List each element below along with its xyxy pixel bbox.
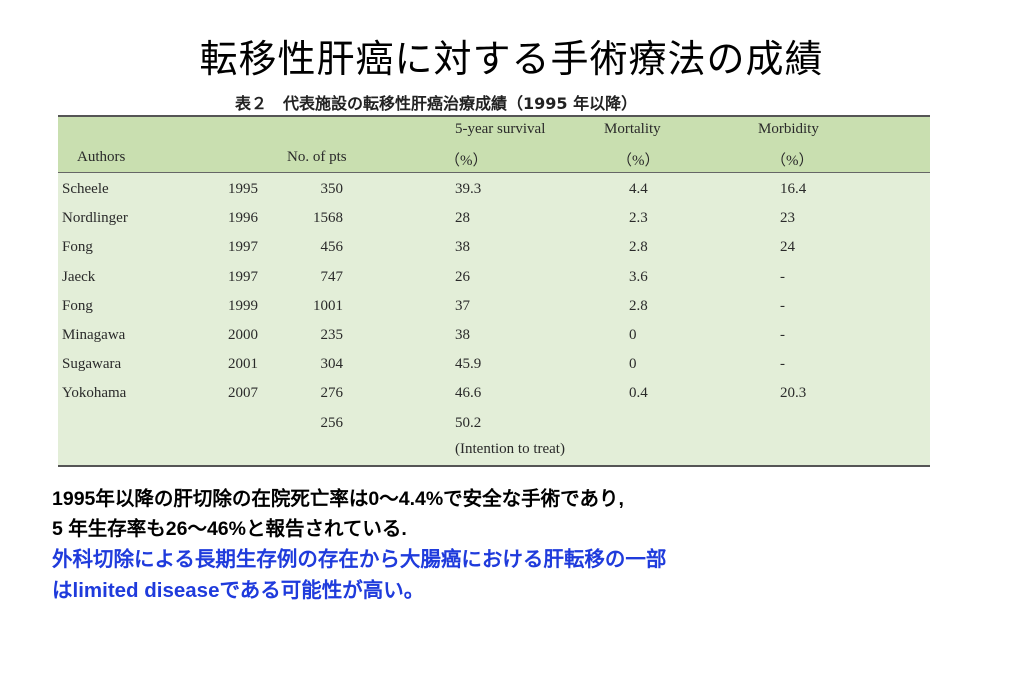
table-caption: 表２ 代表施設の転移性肝癌治療成績（1995 年以降） xyxy=(235,94,638,113)
cell-survival: 50.2 xyxy=(455,414,482,431)
cell-mortality: 0.4 xyxy=(629,385,648,402)
cell-survival: 26 xyxy=(455,268,470,285)
cell-pts: 256 xyxy=(320,414,344,431)
summary-line-2: 5 年生存率も26～46%と報告されている. xyxy=(52,518,407,540)
cell-survival: 45.9 xyxy=(455,356,482,373)
cell-morbidity: - xyxy=(780,327,785,343)
cell-morbidity: 23 xyxy=(780,210,795,227)
cell-pts: 1568 xyxy=(313,210,343,227)
cell-author: Jaeck xyxy=(62,268,96,285)
header-mortality: Mortality xyxy=(604,121,661,137)
cell-survival: 37 xyxy=(455,297,470,314)
cell-year: 1997 xyxy=(228,268,258,285)
cell-morbidity: 24 xyxy=(780,239,795,256)
cell-mortality: 2.8 xyxy=(629,297,648,314)
header-authors: Authors xyxy=(77,149,126,165)
summary-text: 1995年以降の肝切除の在院死亡率は0～4.4%で安全な手術であり, 5 年生存… xyxy=(52,484,982,606)
header-survival-unit: （%） xyxy=(445,153,488,169)
cell-year: 2001 xyxy=(228,356,258,373)
cell-mortality: 2.8 xyxy=(629,239,648,256)
cell-survival: 38 xyxy=(455,327,470,343)
cell-morbidity: - xyxy=(780,356,785,373)
cell-year: 2000 xyxy=(228,327,258,343)
header-morbidity: Morbidity xyxy=(758,121,819,137)
cell-year: 1999 xyxy=(228,297,258,314)
conclusion-line-1: 外科切除による長期生存例の存在から大腸癌における肝転移の一部 xyxy=(52,548,667,571)
cell-morbidity: - xyxy=(780,297,785,314)
table-footnote: (Intention to treat) xyxy=(455,441,565,457)
cell-author: Nordlinger xyxy=(62,210,128,227)
results-table: 5-year survival Mortality Morbidity Auth… xyxy=(58,115,930,467)
cell-pts: 350 xyxy=(320,181,344,197)
cell-morbidity: 20.3 xyxy=(780,385,807,402)
cell-mortality: 3.6 xyxy=(629,268,648,285)
cell-pts: 1001 xyxy=(313,297,343,314)
cell-year: 2007 xyxy=(228,385,258,402)
cell-pts: 276 xyxy=(320,385,344,402)
cell-mortality: 4.4 xyxy=(629,181,648,197)
cell-survival: 46.6 xyxy=(455,385,482,402)
cell-author: Fong xyxy=(62,239,93,256)
cell-morbidity: - xyxy=(780,268,785,285)
header-morbidity-unit: （%） xyxy=(771,153,814,169)
cell-mortality: 0 xyxy=(629,327,637,343)
conclusion-line-2: はlimited diseaseである可能性が高い。 xyxy=(52,579,425,602)
cell-pts: 456 xyxy=(320,239,344,256)
cell-mortality: 2.3 xyxy=(629,210,648,227)
header-mortality-unit: （%） xyxy=(617,153,660,169)
cell-author: Yokohama xyxy=(62,385,127,402)
cell-morbidity: 16.4 xyxy=(780,181,807,197)
header-pts: No. of pts xyxy=(287,149,347,165)
cell-author: Minagawa xyxy=(62,327,126,343)
header-survival: 5-year survival xyxy=(455,121,546,137)
cell-mortality: 0 xyxy=(629,356,637,373)
cell-author: Scheele xyxy=(62,181,109,197)
cell-year: 1997 xyxy=(228,239,258,256)
cell-year: 1996 xyxy=(228,210,258,227)
cell-author: Fong xyxy=(62,297,93,314)
cell-pts: 235 xyxy=(320,327,344,343)
cell-year: 1995 xyxy=(228,181,258,197)
cell-survival: 28 xyxy=(455,210,470,227)
cell-survival: 38 xyxy=(455,239,470,256)
slide-title: 転移性肝癌に対する手術療法の成績 xyxy=(199,37,824,81)
cell-pts: 747 xyxy=(320,268,344,285)
table-header: 5-year survival Mortality Morbidity Auth… xyxy=(58,115,930,173)
cell-survival: 39.3 xyxy=(455,181,482,197)
table-bottom-rule xyxy=(58,465,930,467)
summary-line-1: 1995年以降の肝切除の在院死亡率は0～4.4%で安全な手術であり, xyxy=(52,488,624,510)
cell-pts: 304 xyxy=(320,356,344,373)
cell-author: Sugawara xyxy=(62,356,122,373)
